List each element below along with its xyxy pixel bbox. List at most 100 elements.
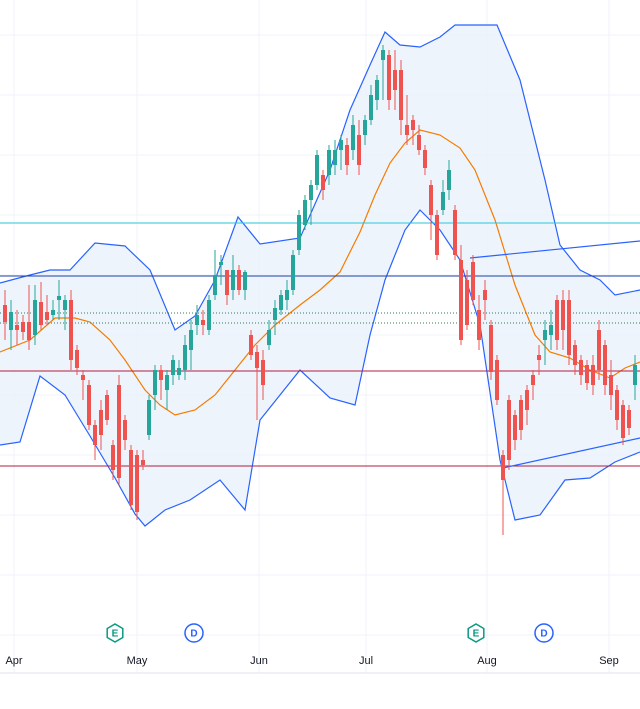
candle-up[interactable] [171, 355, 175, 385]
candle-up[interactable] [9, 300, 13, 350]
candle-up[interactable] [297, 210, 301, 255]
candle-up[interactable] [243, 270, 247, 300]
x-tick-label[interactable]: Apr [5, 655, 22, 667]
candle-down[interactable] [399, 60, 403, 135]
candle-down[interactable] [477, 295, 481, 350]
x-tick-label[interactable]: Jun [250, 655, 268, 667]
candle-up[interactable] [63, 295, 67, 330]
candle-up[interactable] [363, 115, 367, 145]
candle-down[interactable] [405, 95, 409, 145]
candle-down[interactable] [21, 315, 25, 340]
earnings-marker[interactable]: E [106, 623, 124, 643]
candle-down[interactable] [81, 370, 85, 400]
candle-down[interactable] [123, 415, 127, 450]
candle-down[interactable] [27, 285, 31, 350]
candle-down[interactable] [141, 450, 145, 470]
candle-down[interactable] [135, 450, 139, 520]
candle-up[interactable] [633, 355, 637, 400]
lower-channel-line[interactable] [502, 437, 640, 469]
candle-down[interactable] [387, 50, 391, 110]
candle-down[interactable] [15, 310, 19, 345]
candle-up[interactable] [291, 250, 295, 295]
candle-down[interactable] [357, 120, 361, 175]
candle-up[interactable] [543, 320, 547, 365]
candle-down[interactable] [609, 360, 613, 410]
candle-up[interactable] [213, 250, 217, 300]
candle-up[interactable] [447, 160, 451, 200]
candle-up[interactable] [333, 140, 337, 175]
candle-up[interactable] [351, 115, 355, 160]
candle-down[interactable] [627, 405, 631, 435]
candle-down[interactable] [555, 295, 559, 350]
candle-up[interactable] [33, 285, 37, 345]
candle-down[interactable] [69, 290, 73, 370]
candle-down[interactable] [423, 145, 427, 175]
candle-down[interactable] [501, 450, 505, 535]
candle-down[interactable] [255, 345, 259, 420]
candle-up[interactable] [195, 305, 199, 335]
candle-down[interactable] [417, 125, 421, 155]
candle-down[interactable] [531, 370, 535, 400]
candle-down[interactable] [567, 290, 571, 365]
candle-down[interactable] [45, 295, 49, 325]
candle-up[interactable] [183, 335, 187, 380]
candle-down[interactable] [483, 280, 487, 320]
candle-down[interactable] [345, 138, 349, 175]
candle-down[interactable] [429, 180, 433, 240]
candle-down[interactable] [537, 345, 541, 375]
candle-down[interactable] [561, 290, 565, 350]
candle-down[interactable] [525, 385, 529, 425]
candle-up[interactable] [219, 255, 223, 285]
candle-up[interactable] [147, 395, 151, 440]
x-tick-label[interactable]: Aug [477, 655, 497, 667]
candle-down[interactable] [117, 375, 121, 485]
candle-down[interactable] [621, 400, 625, 445]
candle-up[interactable] [327, 145, 331, 185]
candle-up[interactable] [309, 180, 313, 225]
x-tick-label[interactable]: May [127, 655, 148, 667]
candle-down[interactable] [459, 245, 463, 345]
candle-down[interactable] [393, 50, 397, 110]
candle-up[interactable] [231, 255, 235, 300]
candle-down[interactable] [261, 350, 265, 400]
candle-down[interactable] [591, 355, 595, 395]
trendlines[interactable] [469, 240, 640, 469]
candle-up[interactable] [303, 195, 307, 230]
candle-down[interactable] [513, 410, 517, 450]
candle-down[interactable] [597, 320, 601, 380]
candle-up[interactable] [549, 310, 553, 350]
candle-up[interactable] [279, 290, 283, 315]
x-tick-label[interactable]: Sep [599, 655, 619, 667]
candle-down[interactable] [105, 390, 109, 425]
candle-down[interactable] [519, 395, 523, 440]
candle-up[interactable] [189, 320, 193, 370]
candle-up[interactable] [51, 300, 55, 320]
horizontal-levels[interactable] [0, 222, 640, 467]
candle-down[interactable] [435, 210, 439, 260]
dividend-marker[interactable]: D [184, 623, 204, 643]
candle-down[interactable] [573, 340, 577, 375]
candlesticks[interactable] [3, 45, 637, 535]
candle-down[interactable] [75, 345, 79, 375]
candle-down[interactable] [99, 400, 103, 450]
candle-up[interactable] [267, 320, 271, 350]
candle-up[interactable] [369, 85, 373, 125]
earnings-marker[interactable]: E [467, 623, 485, 643]
candle-down[interactable] [585, 360, 589, 390]
candle-down[interactable] [39, 282, 43, 330]
candle-down[interactable] [579, 355, 583, 385]
candle-down[interactable] [129, 445, 133, 510]
candle-down[interactable] [237, 265, 241, 295]
candle-up[interactable] [375, 75, 379, 110]
candle-down[interactable] [489, 320, 493, 380]
candle-up[interactable] [57, 280, 61, 320]
candle-up[interactable] [381, 45, 385, 100]
candle-down[interactable] [453, 205, 457, 260]
candle-down[interactable] [3, 290, 7, 340]
candle-down[interactable] [465, 270, 469, 330]
candle-down[interactable] [225, 270, 229, 305]
x-tick-label[interactable]: Jul [359, 655, 373, 667]
candle-down[interactable] [321, 170, 325, 200]
candle-up[interactable] [273, 300, 277, 335]
